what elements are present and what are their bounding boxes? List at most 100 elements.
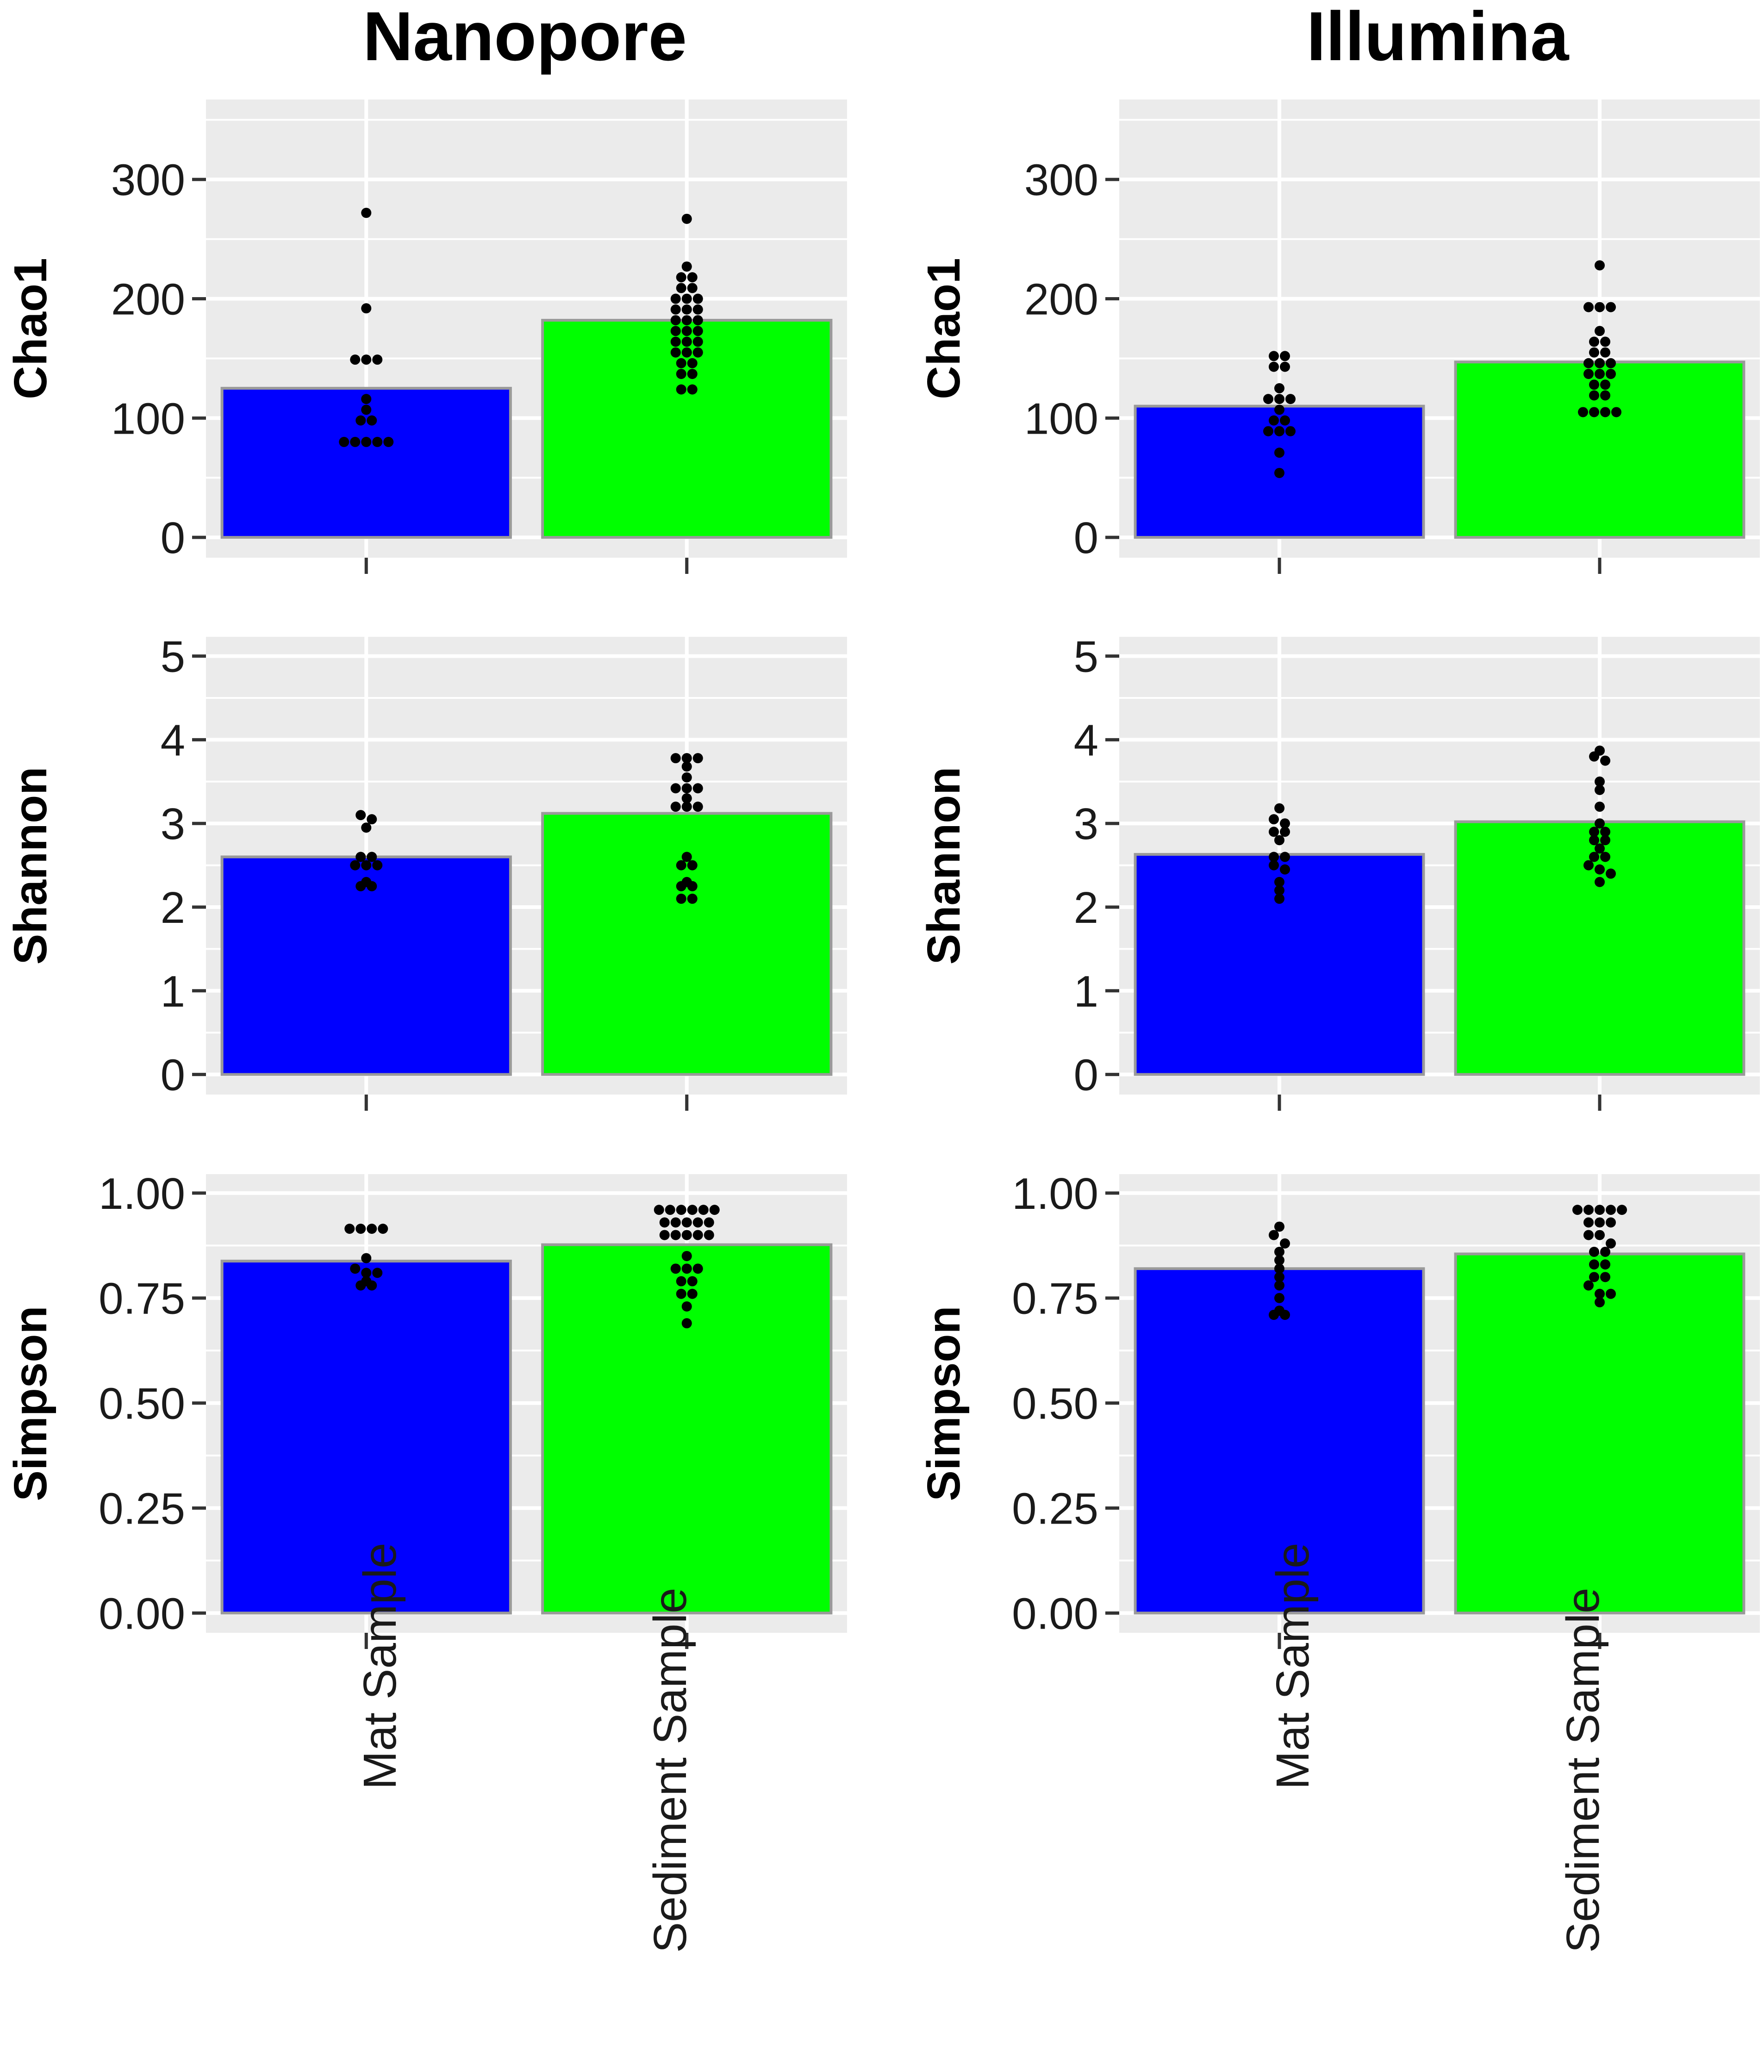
y-tick-label: 5	[161, 632, 185, 682]
y-tick-label: 300	[111, 156, 185, 205]
data-point	[367, 881, 377, 891]
data-point	[1572, 1205, 1583, 1215]
data-point	[1589, 852, 1599, 862]
bar-sediment-sample	[1454, 361, 1745, 539]
data-point	[1269, 814, 1279, 825]
data-point	[361, 822, 372, 833]
data-point	[681, 1318, 692, 1329]
data-point	[681, 802, 692, 812]
data-point	[676, 368, 686, 379]
panel-nanopore-simpson: 0.00 0.25 0.50 0.75 1.00 Simpson	[5, 1169, 847, 1649]
data-point	[1600, 1272, 1610, 1282]
y-axis-label-shannon: Shannon	[5, 767, 56, 965]
data-point	[355, 1280, 366, 1291]
data-point	[1274, 448, 1284, 458]
data-point	[1263, 426, 1273, 436]
data-point	[670, 336, 681, 347]
data-point	[1600, 852, 1610, 862]
data-point	[1280, 361, 1290, 372]
data-point	[367, 814, 377, 825]
data-point	[1274, 404, 1284, 415]
data-point	[1595, 802, 1605, 812]
data-point	[1606, 868, 1616, 879]
data-point	[1606, 358, 1616, 368]
data-point	[676, 272, 686, 283]
data-point	[687, 1205, 698, 1215]
data-point	[1280, 351, 1290, 361]
data-point	[1595, 1205, 1605, 1215]
data-point	[1600, 1246, 1610, 1257]
data-point	[1269, 415, 1279, 426]
data-point	[1611, 407, 1621, 417]
data-point	[1280, 827, 1290, 837]
data-point	[681, 336, 692, 347]
data-point	[681, 1263, 692, 1274]
column-title-nanopore: Nanopore	[363, 0, 687, 75]
data-point	[1595, 1217, 1605, 1228]
data-point	[1589, 1259, 1599, 1270]
data-point	[1589, 1272, 1599, 1282]
y-tick-label: 100	[111, 394, 185, 443]
data-point	[1274, 877, 1284, 887]
data-point	[1617, 1205, 1627, 1215]
y-tick-label: 1	[1074, 967, 1098, 1016]
data-point	[676, 1288, 686, 1299]
x-tick-label-sediment-nanopore: Sediment Sample	[644, 1587, 696, 1953]
data-point	[687, 1276, 698, 1287]
data-point	[692, 1230, 703, 1240]
data-point	[372, 355, 383, 365]
data-point	[1589, 407, 1599, 417]
data-point	[372, 860, 383, 871]
y-tick-label: 3	[1074, 799, 1098, 849]
data-point	[676, 860, 686, 871]
data-point	[704, 1230, 714, 1240]
data-point	[692, 753, 703, 764]
data-point	[1583, 1217, 1594, 1228]
data-point	[1600, 407, 1610, 417]
y-tick-label: 0	[1074, 513, 1098, 563]
data-point	[1269, 852, 1279, 862]
y-tick-label: 200	[111, 275, 185, 324]
data-point	[1280, 818, 1290, 829]
data-point	[681, 347, 692, 358]
data-point	[692, 293, 703, 304]
data-point	[1274, 885, 1284, 896]
data-point	[687, 384, 698, 395]
data-point	[1280, 852, 1290, 862]
data-point	[1583, 302, 1594, 312]
y-tick-label: 1	[161, 967, 185, 1016]
panel-illumina-simpson: 0.00 0.25 0.50 0.75 1.00 Simpson	[918, 1169, 1760, 1649]
data-point	[1583, 1205, 1594, 1215]
y-axis-label-simpson: Simpson	[918, 1306, 970, 1501]
bar-sediment-sample	[1454, 1252, 1745, 1615]
data-point	[659, 1217, 670, 1228]
data-point	[670, 753, 681, 764]
data-point	[676, 283, 686, 293]
x-tick-label-mat-nanopore: Mat Sample	[354, 1543, 406, 1790]
data-point	[361, 355, 372, 365]
data-point	[1274, 1246, 1284, 1257]
data-point	[1595, 784, 1605, 795]
y-tick-label: 0.75	[1012, 1274, 1098, 1324]
data-point	[1600, 380, 1610, 390]
data-point	[1583, 860, 1594, 871]
data-point	[372, 436, 383, 447]
data-point	[1589, 347, 1599, 358]
data-point	[681, 793, 692, 803]
data-point	[1595, 1288, 1605, 1299]
data-point	[687, 368, 698, 379]
data-point	[1274, 893, 1284, 904]
bar-mat-sample	[1134, 1267, 1425, 1615]
y-tick-label: 0.00	[1012, 1589, 1098, 1638]
data-point	[676, 1205, 686, 1215]
data-point	[704, 1217, 714, 1228]
data-point	[1274, 1221, 1284, 1232]
data-point	[681, 326, 692, 336]
data-point	[1274, 394, 1284, 404]
data-point	[1595, 1297, 1605, 1307]
data-point	[1274, 1280, 1284, 1291]
data-point	[1269, 351, 1279, 361]
data-point	[367, 1223, 377, 1234]
data-point	[1606, 1288, 1616, 1299]
data-point	[670, 293, 681, 304]
